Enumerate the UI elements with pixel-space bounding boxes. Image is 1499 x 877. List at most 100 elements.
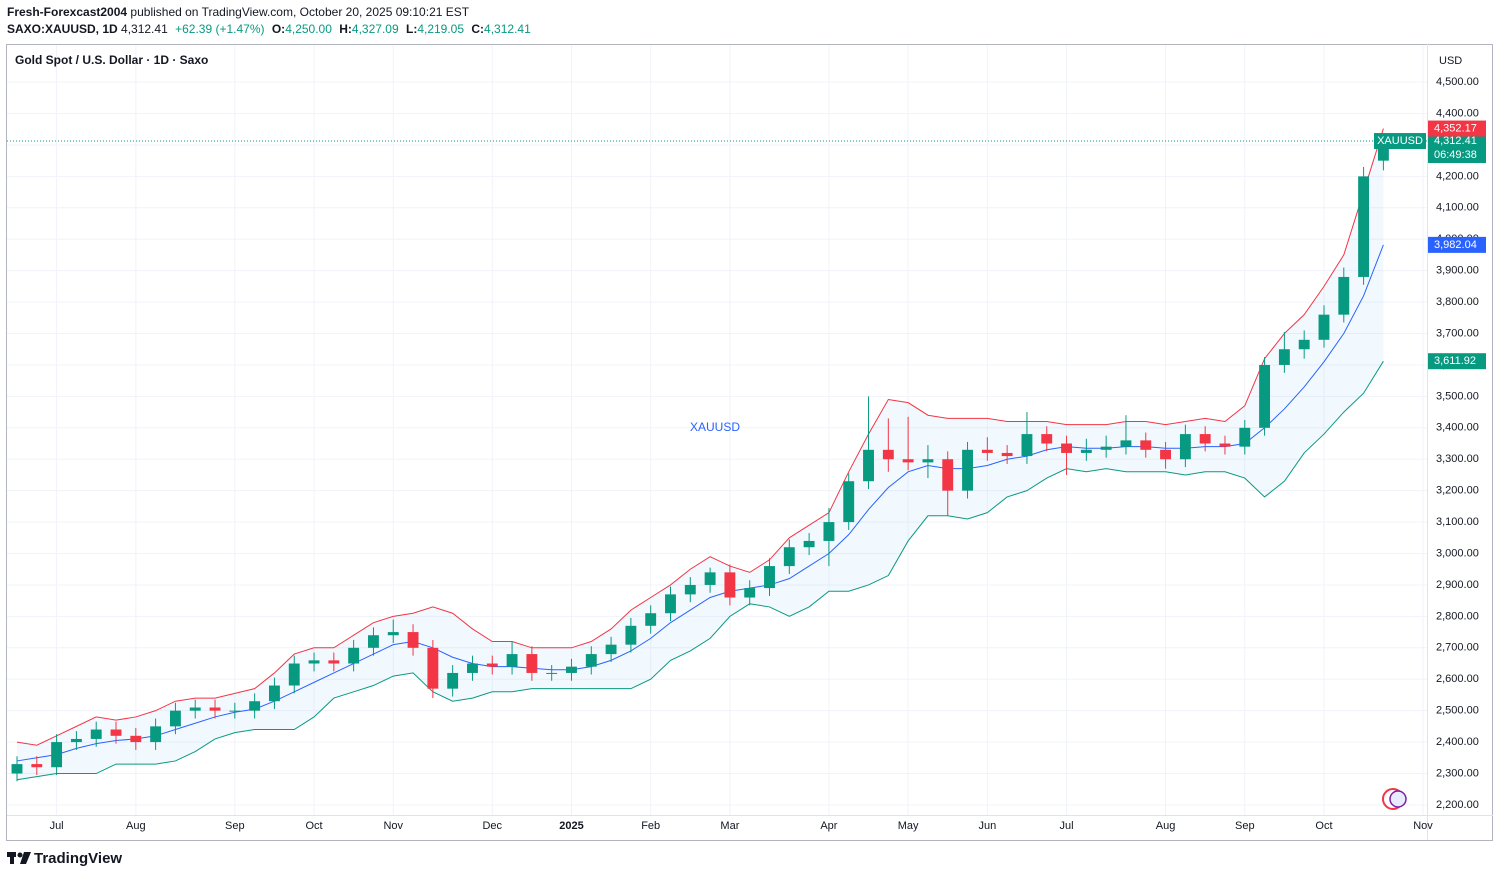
candle-body [90, 729, 102, 739]
y-tick-label: 3,400.00 [1436, 422, 1479, 434]
price-tag [1428, 236, 1486, 253]
symbol-tag [1374, 133, 1426, 150]
symbol-tag-text: XAUUSD [1377, 135, 1423, 147]
y-tick-label: 4,200.00 [1436, 170, 1479, 182]
y-tick-label: 3,300.00 [1436, 453, 1479, 465]
candle-body [169, 710, 181, 727]
y-tick-label: 3,700.00 [1436, 327, 1479, 339]
candle-body [645, 613, 657, 626]
candle-body [665, 594, 676, 614]
y-tick-label: 4,500.00 [1436, 76, 1479, 88]
candle-body [1120, 440, 1132, 447]
logo-icon [1389, 790, 1407, 808]
candle-body [348, 647, 360, 664]
x-tick-label: Feb [641, 820, 660, 832]
candle-body [189, 707, 201, 711]
y-tick-label: 2,500.00 [1436, 705, 1479, 717]
candle-body [1278, 349, 1290, 365]
candle-body [1219, 443, 1231, 447]
symbol: SAXO:XAUUSD, 1D [7, 22, 118, 36]
candle-body [1061, 443, 1072, 453]
last-price: 4,312.41 [121, 22, 168, 36]
currency: USD [1439, 55, 1462, 67]
candle-body [467, 663, 478, 673]
ohlc-label: L: [405, 22, 418, 36]
candle-body [783, 547, 795, 567]
logo-mark [20, 852, 31, 864]
x-tick-label: Aug [126, 820, 146, 832]
candle-body [486, 663, 498, 667]
candle-body [1377, 141, 1389, 161]
candle-body [368, 635, 379, 648]
candle-body [11, 764, 23, 774]
candle-body [803, 540, 815, 548]
price-tag [1428, 353, 1486, 370]
brand: TradingView [34, 850, 122, 867]
candle-body [308, 660, 320, 664]
price-tag [1428, 120, 1486, 137]
x-tick-label: Oct [1315, 820, 1332, 832]
candle-body [684, 584, 696, 595]
y-tick-label: 3,800.00 [1436, 296, 1479, 308]
price-tag-text: 3,982.04 [1434, 239, 1477, 251]
candle-body [268, 685, 280, 702]
y-tick-label: 2,700.00 [1436, 642, 1479, 654]
ohlc-value: 4,250.00 [285, 22, 332, 36]
price-tag-text: 4,352.17 [1434, 122, 1477, 134]
candle-body [764, 566, 775, 589]
y-tick-label: 3,200.00 [1436, 485, 1479, 497]
y-tick-label: 3,000.00 [1436, 547, 1479, 559]
y-tick-label: 2,400.00 [1436, 736, 1479, 748]
y-tick-label: 3,100.00 [1436, 516, 1479, 528]
x-tick-label: Mar [720, 820, 739, 832]
y-tick-label: 3,500.00 [1436, 390, 1479, 402]
candle-body [1298, 339, 1310, 350]
published-text: published on TradingView.com, October 20… [130, 5, 470, 19]
candle-body [328, 660, 340, 664]
publisher: Fresh-Forexcast2004 [7, 5, 128, 19]
x-tick-label: Jul [1060, 820, 1074, 832]
y-tick-label: 3,900.00 [1436, 265, 1479, 277]
x-tick-label: Sep [225, 820, 245, 832]
candle-body [447, 672, 459, 689]
candle-body [566, 666, 577, 673]
x-tick-label: Sep [1235, 820, 1255, 832]
candle-body [130, 735, 142, 743]
candle-body [1199, 434, 1211, 444]
candle-body [1001, 452, 1013, 457]
candle-body [209, 707, 221, 711]
candle-body [1179, 434, 1191, 460]
x-tick-label: Apr [820, 820, 837, 832]
candle-body [863, 449, 874, 482]
candle-body [1160, 449, 1172, 460]
candle-body [605, 644, 617, 655]
ohlc-value: 4,327.09 [351, 22, 399, 36]
candle-body [882, 449, 894, 460]
candle-body [546, 672, 558, 674]
y-tick-label: 4,400.00 [1436, 107, 1479, 119]
x-tick-label: Aug [1156, 820, 1176, 832]
countdown: 06:49:38 [1434, 149, 1477, 161]
ohlc-value: 4,219.05 [417, 22, 465, 36]
candle-body [1259, 364, 1271, 428]
candle-body [1021, 434, 1033, 457]
band-line [16, 244, 1384, 762]
x-tick-label: May [898, 820, 919, 832]
candle-body [981, 449, 993, 453]
candle-body [51, 742, 63, 768]
x-tick-label: Jul [50, 820, 64, 832]
candle-body [1080, 449, 1092, 453]
candle-body [506, 654, 518, 667]
x-tick-label: Nov [1413, 820, 1433, 832]
logo-mark [10, 852, 14, 864]
candle-body [1338, 276, 1350, 315]
ohlc-label: O: [271, 22, 286, 36]
candle-body [625, 625, 637, 645]
candle-body [744, 588, 756, 598]
x-tick-label: 2025 [559, 820, 583, 832]
ohlc-label: H: [339, 22, 352, 36]
candle-body [249, 701, 261, 711]
price-tag [1428, 133, 1486, 164]
